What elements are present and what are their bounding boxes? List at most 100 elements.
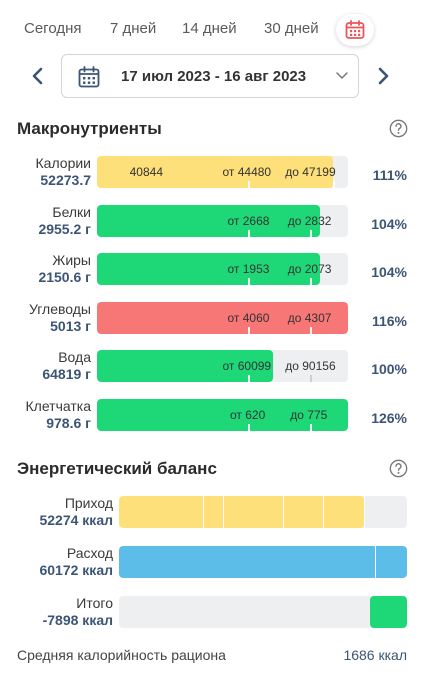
period-7-days[interactable]: 7 дней [110,20,157,37]
macro-progress-bar: 40844 от 44480 до 47199 [97,156,348,188]
macro-total: 5013 г [50,317,91,334]
avg-calorie-label: Средняя калорийность рациона [17,647,226,663]
date-range-row: 17 июл 2023 - 16 авг 2023 [0,54,423,100]
macro-progress-fill [97,253,321,285]
balance-name: Расход [66,545,113,561]
range-tick [310,278,313,285]
macro-name: Углеводы [28,300,91,317]
range-tick [310,326,313,334]
macro-bar-label: от 44480 [222,165,272,179]
range-tick [247,375,250,382]
balance-segment-divider [375,546,377,578]
macro-bar-label: от 620 [230,407,266,422]
period-30-days[interactable]: 30 дней [264,20,319,37]
calendar-icon [78,66,100,88]
macro-percent: 126% [371,409,407,426]
date-range-value: 17 июл 2023 - 16 авг 2023 [121,68,307,85]
macro-bar-label: до 47199 [285,165,336,179]
avg-calorie-row: Средняя калорийность рациона 1686 ккал [17,647,407,663]
macro-progress-bar: от 2668 до 2832 [97,204,348,237]
balance-bar-fill [119,496,364,528]
macro-bar-label: до 4307 [287,310,332,325]
macro-total: 2955.2 г [38,220,91,237]
range-tick [310,375,313,382]
help-icon[interactable] [389,459,408,478]
macro-section-title: Макронутриенты [17,119,162,138]
balance-row: Приход 52274 ккал [0,495,423,535]
range-tick [247,229,250,237]
avg-calorie-value: 1686 ккал [343,647,407,663]
balance-segment-divider [283,496,285,528]
range-tick [247,326,250,334]
macro-bar-label: от 4060 [227,310,270,325]
balance-total: -7898 ккал [42,612,113,628]
range-tick [310,423,313,431]
macro-percent: 100% [371,361,407,377]
macro-row: Жиры 2150.6 г от 1953 до 2073 104% [0,252,423,292]
macro-name: Жиры [52,252,91,268]
macro-name: Белки [52,203,91,220]
macro-percent: 104% [371,215,407,232]
date-range-dropdown[interactable]: 17 июл 2023 - 16 авг 2023 [61,54,359,98]
macro-row: Клетчатка 978.6 г от 620 до 775 126% [0,398,423,438]
range-tick [247,181,250,188]
balance-row: Расход 60172 ккал [0,545,423,585]
macro-bar-label: до 775 [290,407,328,422]
macro-bar-label: 40844 [129,165,163,179]
period-14-days[interactable]: 14 дней [182,20,237,37]
range-tick [247,278,250,285]
macro-progress-bar: от 60099 до 90156 [97,350,348,382]
balance-segment-divider [363,496,365,528]
chevron-down-icon [336,72,348,79]
chevron-left-icon[interactable] [26,64,50,88]
macro-row: Калории 52273.7 40844 от 44480 до 47199 111% [0,155,423,195]
macro-progress-bar: от 620 до 775 [97,398,348,431]
balance-bar-fill [119,546,407,578]
period-today[interactable]: Сегодня [24,20,82,37]
custom-period-button[interactable] [336,14,374,46]
balance-total: 52274 ккал [39,512,113,528]
balance-segment-divider [222,496,224,528]
macro-progress-bar: от 1953 до 2073 [97,253,348,285]
macro-row: Углеводы 5013 г от 4060 до 4307 116% [0,301,423,341]
macro-percent: 111% [372,167,407,183]
period-selector: Сегодня 7 дней 14 дней 30 дней [0,14,423,46]
macro-progress-bar: от 4060 до 4307 [97,301,348,334]
macro-row: Белки 2955.2 г от 2668 до 2832 104% [0,204,423,244]
balance-bar-fill [369,596,407,628]
chevron-right-icon[interactable] [371,64,395,88]
macro-progress-fill [97,204,321,237]
macro-percent: 104% [371,264,407,280]
macro-bar-label: до 2832 [287,213,332,228]
balance-segment-divider [202,496,204,528]
macro-total: 64819 г [42,366,91,382]
macro-progress-fill [97,398,348,431]
balance-name: Итого [76,595,113,611]
range-tick [332,181,335,188]
balance-section-title: Энергетический баланс [17,459,217,478]
macro-name: Калории [35,155,91,171]
macro-total: 978.6 г [46,414,91,431]
balance-bar [119,596,407,628]
macro-total: 2150.6 г [38,269,91,285]
macro-bar-label: от 60099 [222,359,272,373]
help-icon[interactable] [389,119,408,138]
balance-name: Приход [64,495,113,511]
macro-bar-label: до 2073 [287,262,332,276]
macro-bar-label: от 2668 [227,213,270,228]
macro-bar-label: от 1953 [227,262,270,276]
balance-bar [119,496,407,528]
macro-row: Вода 64819 г от 60099 до 90156 100% [0,349,423,389]
balance-segment-divider [323,496,325,528]
calendar-icon [345,20,365,39]
macro-name: Клетчатка [25,397,91,414]
range-tick [247,423,250,431]
macro-percent: 116% [371,312,407,329]
macro-progress-fill [97,156,333,188]
macro-progress-fill [97,350,273,382]
balance-total: 60172 ккал [39,562,113,578]
macro-name: Вода [58,349,91,365]
balance-row: Итого -7898 ккал [0,595,423,635]
macro-bar-label: до 90156 [285,359,336,373]
macro-progress-fill [97,301,348,334]
